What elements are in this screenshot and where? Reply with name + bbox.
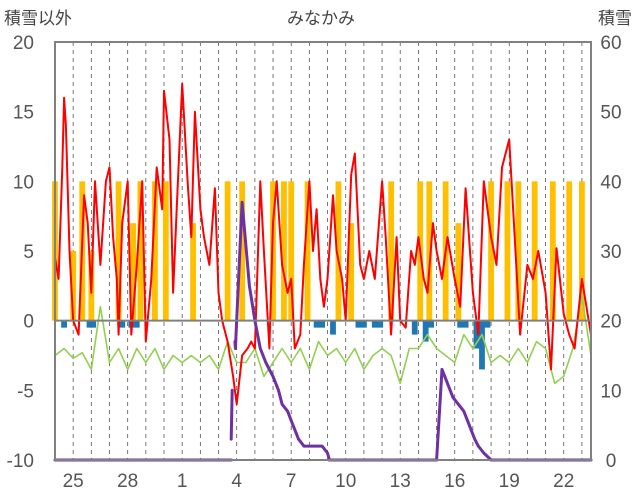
axes	[54, 41, 592, 461]
right-axis-label: 積雪	[598, 9, 632, 29]
bar-sunshine-20	[426, 181, 433, 321]
left-axis-label: 積雪以外	[4, 9, 72, 29]
bar-precip-8	[330, 320, 336, 335]
x-tick-label: 10	[335, 471, 356, 492]
bar-precip-7	[319, 320, 325, 328]
right-tick-label: 30	[600, 242, 621, 263]
bar-sunshine-7	[152, 181, 158, 321]
bar-sunshine-13	[281, 181, 287, 321]
x-tick-label: 25	[63, 471, 84, 492]
bar-precip-15	[428, 320, 435, 328]
right-tick-label: 40	[600, 172, 621, 193]
left-tick-label: 20	[13, 33, 34, 54]
bar-precip-19	[479, 320, 485, 370]
bar-sunshine-10	[224, 181, 231, 321]
x-tick-label: 4	[231, 471, 242, 492]
bar-sunshine-9	[190, 223, 196, 321]
bar-precip-3	[119, 320, 126, 328]
bar-sunshine-18	[388, 181, 395, 321]
bar-sunshine-23	[488, 181, 494, 321]
bar-precip-0	[61, 320, 67, 328]
x-tick-label: 19	[499, 471, 520, 492]
bar-precip-20	[484, 320, 491, 328]
bar-sunshine-28	[566, 181, 573, 321]
left-tick-label: 10	[13, 172, 34, 193]
bar-precip-9	[355, 320, 362, 328]
right-tick-label: 20	[600, 312, 621, 333]
bar-sunshine-22	[455, 223, 462, 321]
bar-sunshine-26	[531, 181, 538, 321]
bar-sunshine-16	[335, 181, 342, 321]
bar-sunshine-6	[137, 181, 144, 321]
left-tick-label: 5	[23, 242, 34, 263]
bar-sunshine-15	[304, 181, 311, 321]
x-tick-label: 13	[390, 471, 411, 492]
left-tick-label: -5	[17, 381, 34, 402]
bar-sunshine-25	[515, 181, 522, 321]
bar-precip-13	[411, 320, 418, 335]
bar-sunshine-24	[504, 181, 511, 321]
line-green	[54, 294, 592, 385]
bar-precip-1	[86, 320, 93, 328]
bar-precip-6	[313, 320, 320, 328]
x-tick-label: 1	[177, 471, 188, 492]
x-tick-label: 22	[553, 471, 574, 492]
bar-precip-14	[422, 320, 429, 342]
plot-frame	[54, 41, 592, 461]
bar-sunshine-4	[115, 181, 122, 321]
bar-sunshine-5	[130, 223, 137, 321]
bar-sunshine-8	[162, 181, 169, 321]
bar-sunshine-11	[239, 181, 246, 321]
bar-precip-10	[360, 320, 367, 328]
right-tick-label: 60	[600, 33, 621, 54]
line-snow-seg-2	[233, 200, 331, 462]
x-tick-label: 16	[444, 471, 465, 492]
left-tick-label: 15	[13, 103, 34, 124]
bar-precip-2	[90, 320, 97, 328]
bar-precip-18	[473, 320, 480, 349]
right-tick-label: 0	[606, 451, 617, 472]
chart-title: みなかみ	[287, 9, 355, 29]
bar-sunshine-1	[70, 251, 77, 321]
left-tick-label: -10	[7, 451, 34, 472]
right-tick-label: 50	[600, 103, 621, 124]
bar-sunshine-17	[348, 223, 355, 321]
x-tick-label: 7	[286, 471, 297, 492]
left-tick-label: 0	[23, 312, 34, 333]
bar-precip-5	[133, 320, 140, 328]
line-red	[54, 82, 592, 406]
bar-sunshine-14	[288, 181, 295, 321]
x-tick-label: 28	[117, 471, 138, 492]
bar-sunshine-29	[579, 181, 585, 321]
bar-precip-16	[457, 320, 464, 328]
bar-precip-11	[371, 320, 378, 328]
line-snow-seg-4	[433, 367, 493, 462]
bar-precip-17	[462, 320, 469, 328]
right-tick-label: 10	[600, 381, 621, 402]
bar-sunshine-27	[549, 181, 556, 321]
line-snow-seg-1	[229, 388, 234, 441]
bar-precip-12	[377, 320, 384, 328]
line-series	[53, 82, 593, 462]
